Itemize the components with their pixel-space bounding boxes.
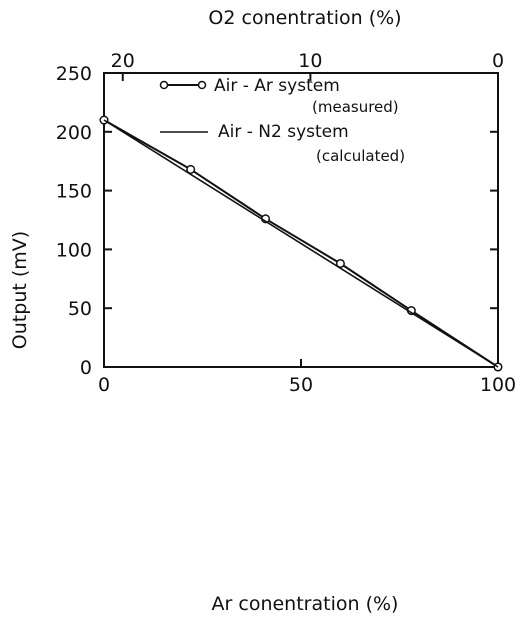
legend-marker-ar-2	[197, 80, 207, 90]
y-tick-label: 200	[56, 122, 92, 144]
y-tick-label: 0	[80, 357, 92, 379]
x-tick-label: 50	[289, 374, 313, 396]
legend-marker-ar	[159, 80, 169, 90]
series-line-air-n2	[103, 119, 499, 368]
series-line-air-ar	[103, 119, 499, 368]
top-axis-title: O2 conentration (%)	[208, 7, 401, 29]
legend-note-n2: (calculated)	[316, 147, 405, 165]
x-axis-title: Ar conentration (%)	[212, 593, 399, 615]
legend-note-ar: (measured)	[312, 98, 399, 116]
legend-label-ar: Air - Ar system	[214, 76, 340, 96]
series	[99, 115, 503, 372]
data-point	[186, 164, 196, 174]
y-tick-label: 250	[56, 63, 92, 85]
legend: Air - Ar system (measured) Air - N2 syst…	[159, 76, 405, 165]
y-tick-label: 50	[68, 298, 92, 320]
x2-tick-label: 0	[492, 50, 504, 72]
x2-tick-label: 20	[111, 50, 135, 72]
y-tick-label: 100	[56, 239, 92, 261]
legend-label-n2: Air - N2 system	[218, 122, 349, 142]
x2-tick-label: 10	[298, 50, 322, 72]
plot-frame	[103, 72, 499, 368]
y-tick-label: 150	[56, 181, 92, 203]
x-tick-label: 100	[480, 374, 516, 396]
y-axis-title: Output (mV)	[9, 231, 31, 349]
x-tick-label: 0	[98, 374, 110, 396]
